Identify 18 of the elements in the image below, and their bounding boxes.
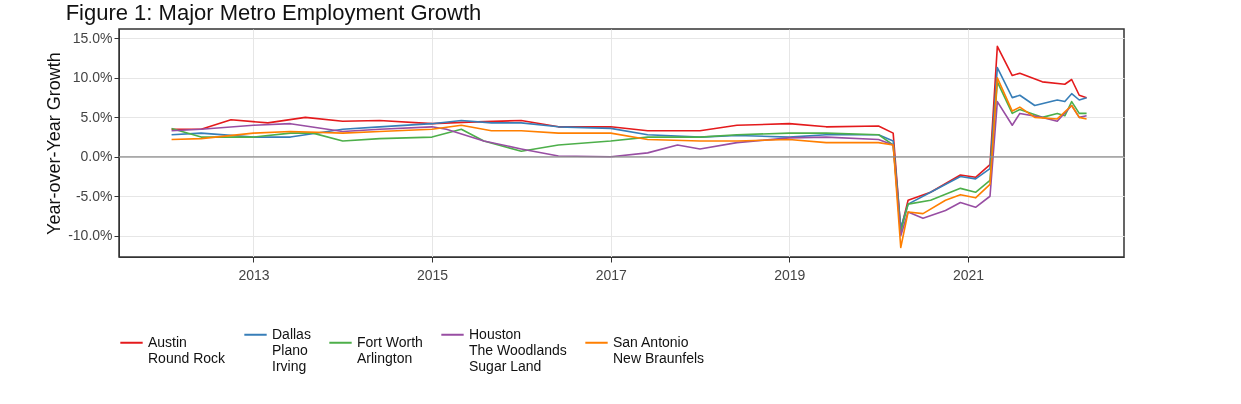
- legend-label: Dallas Plano Irving: [272, 325, 311, 374]
- legend-label: San Antonio New Braunfels: [613, 333, 705, 366]
- x-tick-label: 2013: [238, 266, 270, 283]
- x-tick-label: 2015: [416, 266, 449, 283]
- y-tick-label: -10.0%: [68, 227, 113, 244]
- chart-title: Figure 1: Major Metro Employment Growth: [65, 0, 482, 25]
- legend-label: Austin Round Rock: [148, 333, 227, 366]
- x-tick-label: 2021: [952, 266, 985, 283]
- y-tick-label: 0.0%: [80, 148, 113, 165]
- legend-label: Houston The Woodlands Sugar Land: [469, 325, 567, 374]
- x-tick-label: 2019: [774, 266, 806, 283]
- y-tick-label: 10.0%: [72, 69, 113, 86]
- legend-label: Fort Worth Arlington: [357, 333, 423, 366]
- x-tick-label: 2017: [595, 266, 628, 283]
- y-tick-label: -5.0%: [75, 187, 113, 204]
- y-tick-label: 5.0%: [80, 108, 113, 125]
- y-axis-title: Year-over-Year Growth: [44, 52, 65, 235]
- y-tick-label: 15.0%: [72, 29, 113, 46]
